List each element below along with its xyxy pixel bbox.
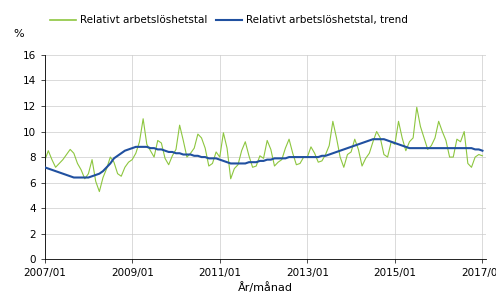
X-axis label: År/månad: År/månad (238, 282, 293, 293)
Text: %: % (14, 29, 24, 38)
Legend: Relativt arbetslöshetstal, Relativt arbetslöshetstal, trend: Relativt arbetslöshetstal, Relativt arbe… (50, 15, 408, 25)
